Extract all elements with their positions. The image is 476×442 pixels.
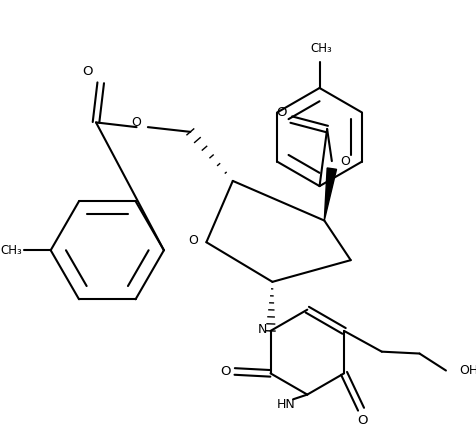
Text: O: O: [188, 234, 198, 247]
Text: O: O: [82, 65, 93, 78]
Text: HN: HN: [277, 397, 296, 411]
Text: OH: OH: [459, 364, 476, 377]
Text: N: N: [258, 323, 267, 335]
Polygon shape: [324, 168, 337, 221]
Text: O: O: [340, 155, 350, 168]
Text: O: O: [277, 106, 287, 118]
Text: CH₃: CH₃: [310, 42, 332, 55]
Text: O: O: [357, 414, 368, 427]
Text: CH₃: CH₃: [0, 244, 22, 257]
Text: O: O: [220, 365, 230, 378]
Text: O: O: [132, 116, 141, 129]
